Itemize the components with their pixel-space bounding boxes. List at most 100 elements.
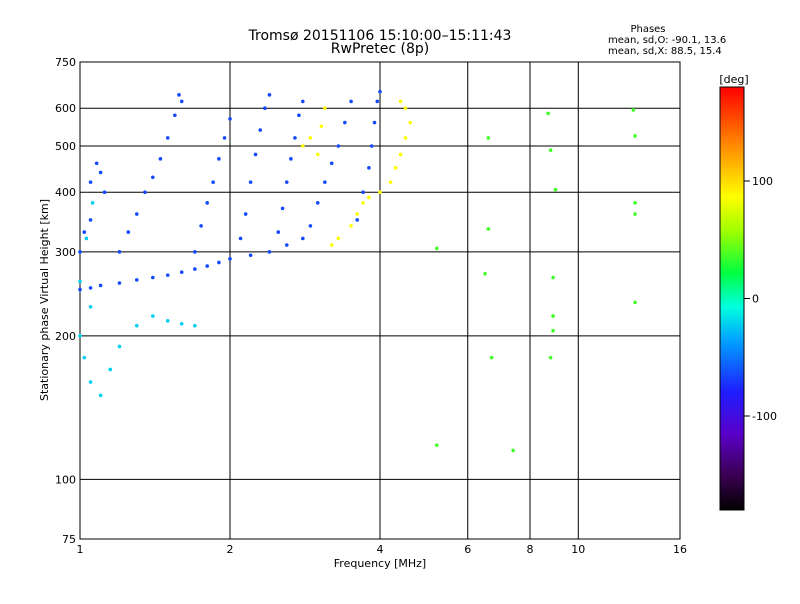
data-point [551, 314, 555, 318]
x-tick-label: 4 [377, 543, 384, 556]
data-point [173, 113, 177, 118]
data-point [117, 250, 122, 254]
data-point [193, 250, 197, 254]
data-point [143, 190, 147, 195]
data-point [217, 260, 221, 265]
data-point [329, 161, 334, 166]
data-point [222, 136, 227, 140]
data-point [134, 278, 139, 282]
data-point [284, 243, 289, 247]
data-point [489, 355, 494, 360]
stats-line-x: mean, sd,X: 88.5, 15.4 [608, 46, 722, 57]
data-point [349, 224, 353, 228]
data-point [511, 448, 515, 453]
plot-area [78, 61, 681, 540]
data-point [151, 275, 155, 280]
data-point [117, 281, 122, 285]
data-point [361, 190, 365, 195]
data-point [336, 144, 341, 148]
data-point [165, 319, 170, 323]
data-point [205, 264, 209, 268]
data-point [134, 323, 139, 328]
data-point [179, 99, 184, 104]
data-point [434, 246, 439, 251]
data-point [633, 201, 637, 205]
y-tick-label: 300 [55, 246, 76, 259]
x-tick-label: 1 [77, 543, 84, 556]
data-point [248, 253, 253, 258]
colorbar-label: [deg] [719, 73, 748, 86]
y-tick-label: 200 [55, 330, 76, 343]
data-point [102, 190, 107, 195]
data-point [546, 111, 550, 116]
data-point [151, 175, 155, 180]
data-point [548, 148, 553, 152]
data-point [553, 187, 558, 192]
data-point [267, 250, 272, 254]
data-point [308, 136, 313, 140]
data-point [367, 166, 371, 170]
data-point [108, 367, 113, 372]
data-point [633, 212, 637, 216]
data-point [82, 230, 87, 234]
data-point [267, 93, 272, 97]
data-point [308, 224, 313, 228]
y-tick-label: 75 [62, 533, 76, 546]
data-point [301, 99, 305, 104]
data-point [551, 328, 555, 333]
data-point [228, 257, 232, 261]
chart-subtitle: RwPretec (8p) [331, 41, 429, 57]
stats-heading: Phases [630, 24, 665, 35]
data-point [134, 212, 139, 216]
data-point [403, 136, 408, 140]
data-point [78, 250, 82, 254]
data-point [293, 136, 297, 140]
data-point [367, 195, 371, 200]
data-point [551, 275, 555, 280]
data-point [378, 89, 382, 94]
data-point [633, 300, 637, 305]
data-point [158, 157, 163, 161]
data-point [211, 180, 215, 184]
data-point [78, 279, 82, 284]
data-point [361, 201, 365, 205]
data-point [398, 99, 403, 104]
data-point [165, 273, 170, 277]
data-point [88, 380, 93, 384]
data-point [289, 157, 293, 161]
y-tick-label: 100 [55, 473, 76, 486]
y-tick-label: 400 [55, 186, 76, 199]
data-point [88, 180, 93, 184]
data-point [329, 243, 334, 247]
data-point [323, 180, 327, 184]
data-point [243, 212, 248, 216]
data-point [408, 120, 413, 125]
data-point [193, 267, 197, 271]
data-point [94, 161, 99, 166]
data-point [378, 190, 382, 195]
data-point [486, 227, 491, 231]
data-point [355, 212, 359, 216]
data-point [355, 218, 359, 222]
x-axis-label: Frequency [MHz] [334, 557, 426, 570]
data-point [343, 120, 347, 125]
y-axis-ticks: 75 100 200 300 400 500 600 750 [55, 56, 76, 546]
data-point [199, 224, 203, 228]
data-point [315, 152, 320, 157]
colorbar: [deg] 100 0 -100 [719, 73, 777, 511]
data-point [117, 344, 122, 349]
data-point [88, 286, 93, 290]
data-point [217, 157, 221, 161]
data-point [372, 120, 377, 125]
data-point [301, 236, 305, 241]
x-tick-label: 6 [464, 543, 471, 556]
data-point [88, 305, 93, 309]
data-point [248, 180, 253, 184]
y-axis-label: Stationary phase Virtual Height [km] [38, 199, 51, 401]
data-point [284, 180, 289, 184]
stats-line-o: mean, sd,O: -90.1, 13.6 [608, 35, 726, 46]
x-tick-label: 8 [527, 543, 534, 556]
data-point [280, 206, 285, 211]
data-point [486, 136, 491, 140]
colorbar-tick-label: 0 [752, 293, 759, 306]
